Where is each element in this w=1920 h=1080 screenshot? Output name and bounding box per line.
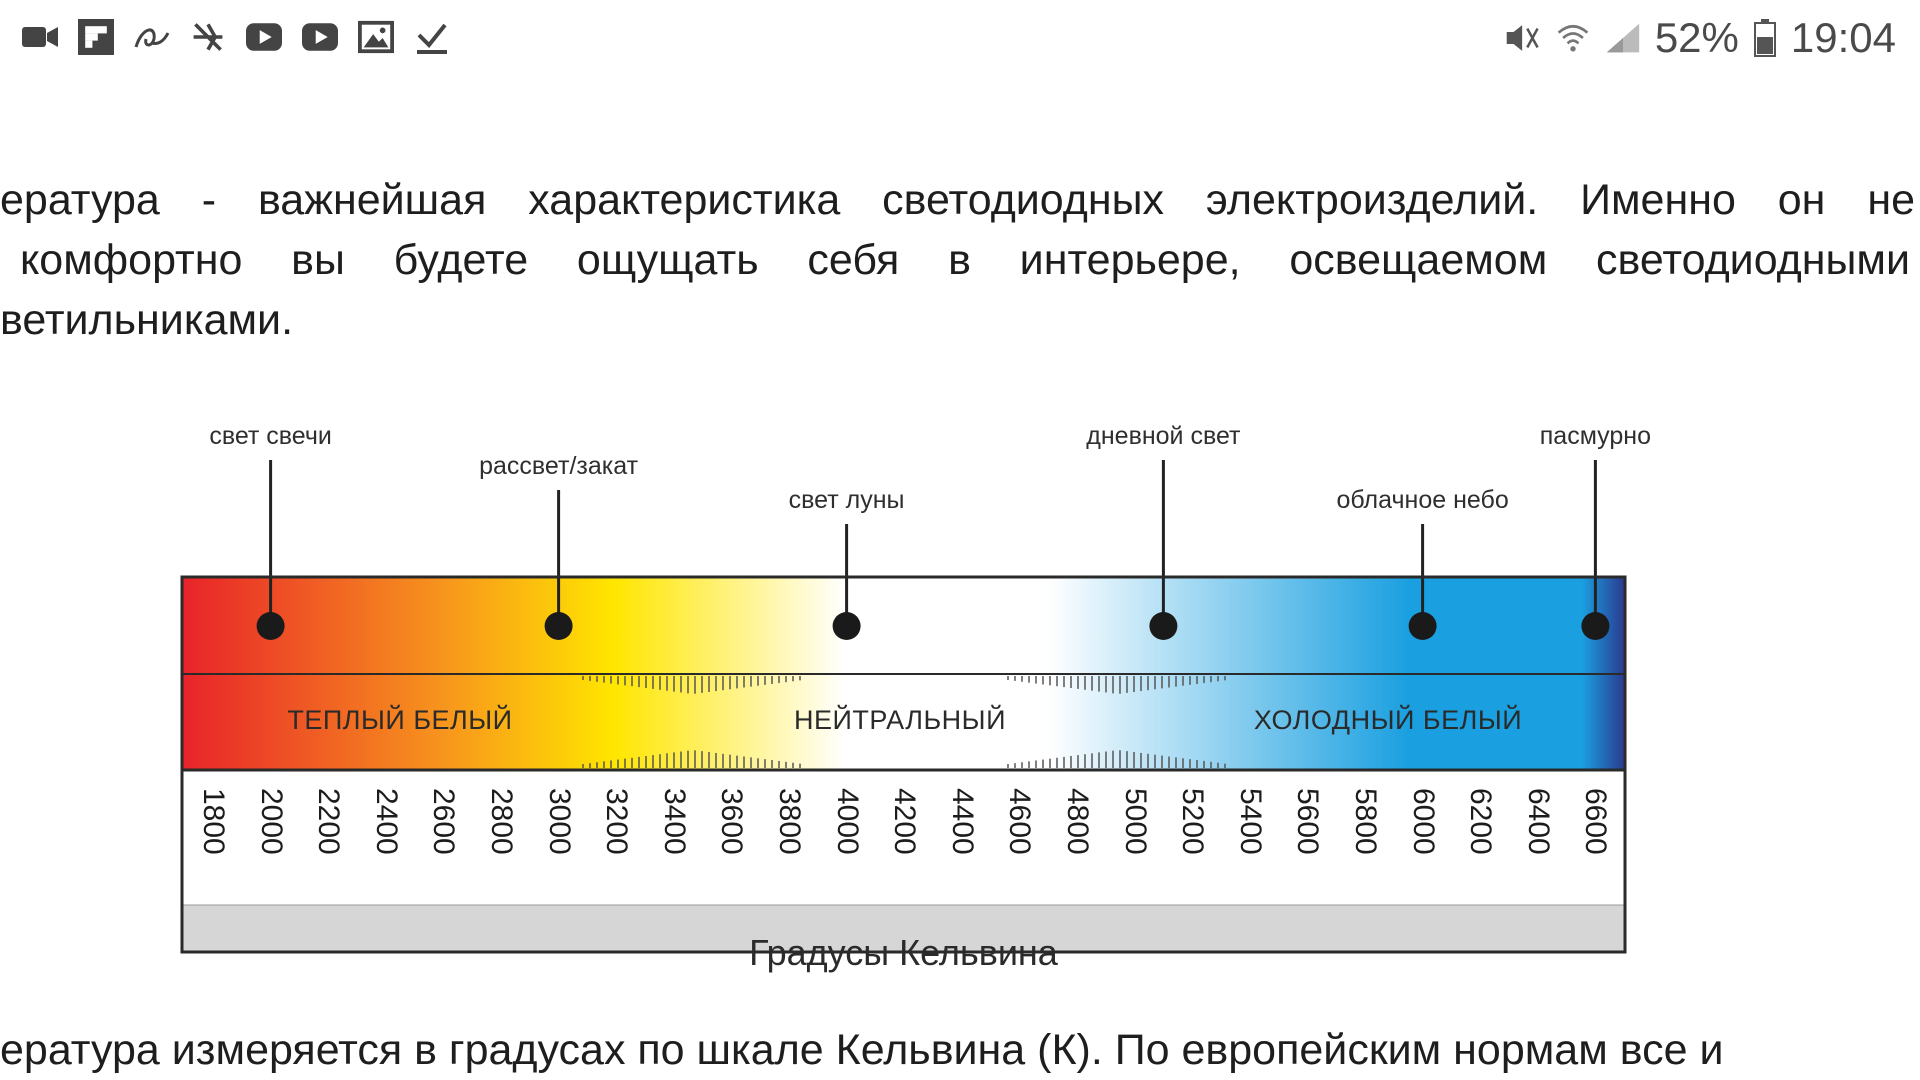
youtube-icon [246,19,282,55]
battery-icon [1753,19,1777,57]
chart-graphics [180,460,1627,954]
marker-dot [1581,612,1610,640]
clock: 19:04 [1790,14,1896,61]
signal-icon [1605,20,1641,56]
image-icon [358,19,394,55]
tick-label: 4400 [945,788,979,855]
tick-label: 1800 [197,788,230,855]
tick-label: 6000 [1406,788,1440,855]
video-camera-icon [22,19,58,55]
wifi-icon [1555,20,1591,56]
tick-label: 2000 [254,788,288,855]
paragraph-line: ветильниками. [0,296,294,344]
zone-label: ХОЛОДНЫЙ БЕЛЫЙ [1253,705,1523,735]
tick-label: 5000 [1118,788,1152,855]
zone-label: ТЕПЛЫЙ БЕЛЫЙ [287,705,513,735]
tick-label: 6600 [1579,788,1613,855]
marker-label: свет луны [788,486,905,514]
tick-label: 2400 [369,788,403,855]
paragraph-line: ература - важнейшая характеристика свето… [0,176,1915,224]
tick-label: 6400 [1521,788,1555,855]
kelvin-scale-label: Градусы Кельвина [749,932,1058,973]
tick-label: 3200 [600,788,634,855]
tick-label: 5400 [1233,788,1267,855]
marker-dot [256,612,285,640]
marker-dot [1149,612,1178,640]
youtube-icon [302,19,338,55]
notification-icons [22,14,450,60]
chart-frame [180,575,1627,954]
marker-label: пасмурно [1539,422,1652,450]
tick-label: 5200 [1176,788,1210,855]
marker-label: свет свечи [209,422,332,450]
tick-label: 6200 [1464,788,1498,855]
flipboard-icon [78,19,114,55]
scale-label-band [182,905,1625,952]
airplane-cross-icon [190,19,226,55]
tick-label: 3800 [773,788,806,855]
tick-label: 4200 [888,788,922,855]
marker-label: рассвет/закат [479,452,639,480]
tick-label: 2600 [427,788,461,855]
paragraph-line: ература измеряется в градусах по шкале К… [0,1026,1724,1074]
system-status: 52% 19:04 [1505,10,1896,66]
marker-dot [832,612,861,640]
zone-label: НЕЙТРАЛЬНЫЙ [794,705,1006,735]
tick-label: 3600 [715,788,749,855]
tick-label: 4800 [1061,788,1094,855]
paragraph-line: комфортно вы будете ощущать себя в интер… [20,236,1910,284]
battery-percent: 52% [1654,14,1739,61]
status-bar: 52% 19:04 [0,0,1920,76]
tick-label: 5600 [1291,788,1325,855]
tick-label: 3400 [657,788,691,855]
download-check-icon [414,19,450,55]
article-paragraph-1: ература - важнейшая характеристика свето… [0,170,1920,350]
marker-dot [1408,612,1437,640]
marker-label: облачное небо [1336,486,1509,514]
color-temperature-chart: свет свечи рассвет/закат свет луны дневной … [0,400,1920,973]
tick-label: 2800 [485,788,518,855]
tick-label: 4000 [830,788,864,855]
mute-icon [1505,20,1541,56]
marker-dot [544,612,573,640]
article-paragraph-2: ература измеряется в градусах по шкале К… [0,1020,1920,1080]
app-a-icon [134,19,170,55]
marker-label: дневной свет [1086,422,1241,450]
tick-label: 2200 [312,788,346,855]
tick-label: 4600 [1003,788,1037,855]
tick-label: 3000 [542,788,576,855]
tick-label: 5800 [1349,788,1382,855]
tick-area [182,770,1625,905]
